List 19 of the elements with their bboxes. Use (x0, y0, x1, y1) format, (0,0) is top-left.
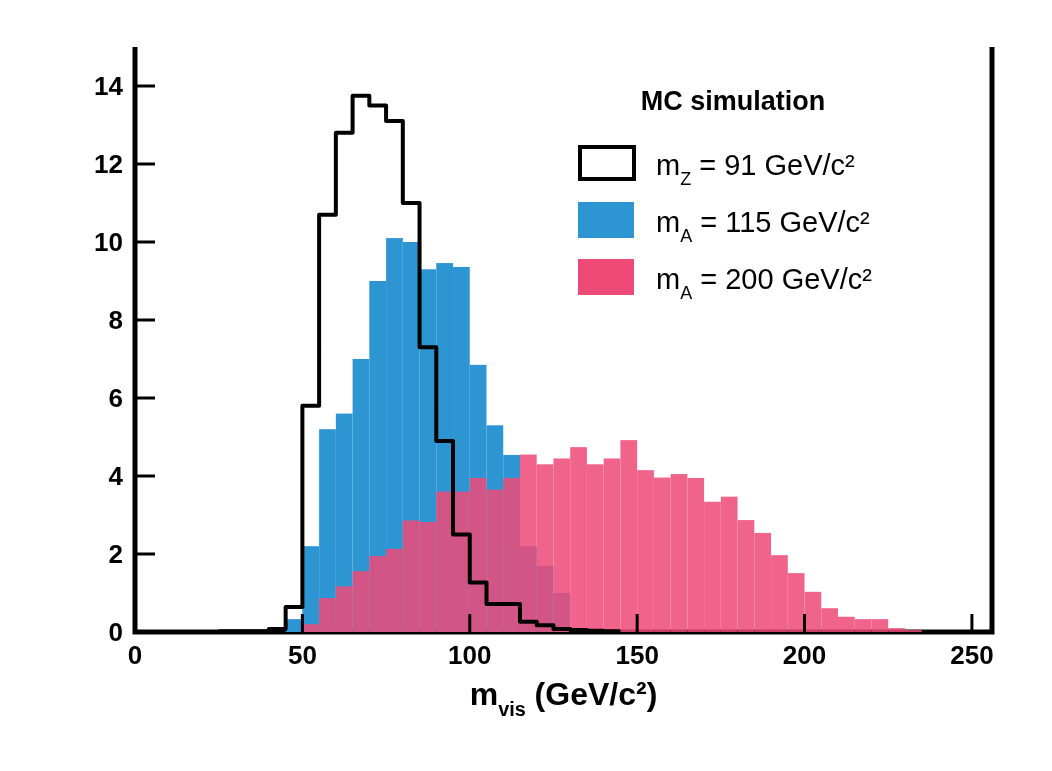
legend-label: m$_{A}$ = 200 GeV/c² (656, 263, 873, 303)
y-tick-label: 0 (108, 617, 123, 648)
y-tick-label: 2 (108, 539, 123, 570)
legend-label: m$_{Z}$ = 91 GeV/c² (656, 149, 856, 189)
y-tick-label: 12 (94, 149, 123, 180)
x-axis-title: m$_{vis}$ (GeV/c²) (469, 676, 658, 720)
y-tick-label: 8 (108, 305, 123, 336)
x-tick-label: 200 (782, 640, 827, 670)
x-tick-label: 150 (615, 640, 659, 670)
x-tick-label: 50 (287, 640, 317, 670)
x-tick-label: 100 (448, 640, 492, 670)
y-tick-label: 14 (94, 71, 124, 102)
y-tick-label: 4 (108, 461, 124, 492)
legend-title: MC simulation (640, 86, 826, 116)
legend-label: m$_{A}$ = 115 GeV/c² (656, 206, 871, 246)
y-tick-label: 6 (108, 383, 123, 414)
x-tick-label: 0 (127, 640, 143, 670)
y-tick-label: 10 (94, 227, 123, 258)
x-tick-label: 250 (950, 640, 994, 670)
